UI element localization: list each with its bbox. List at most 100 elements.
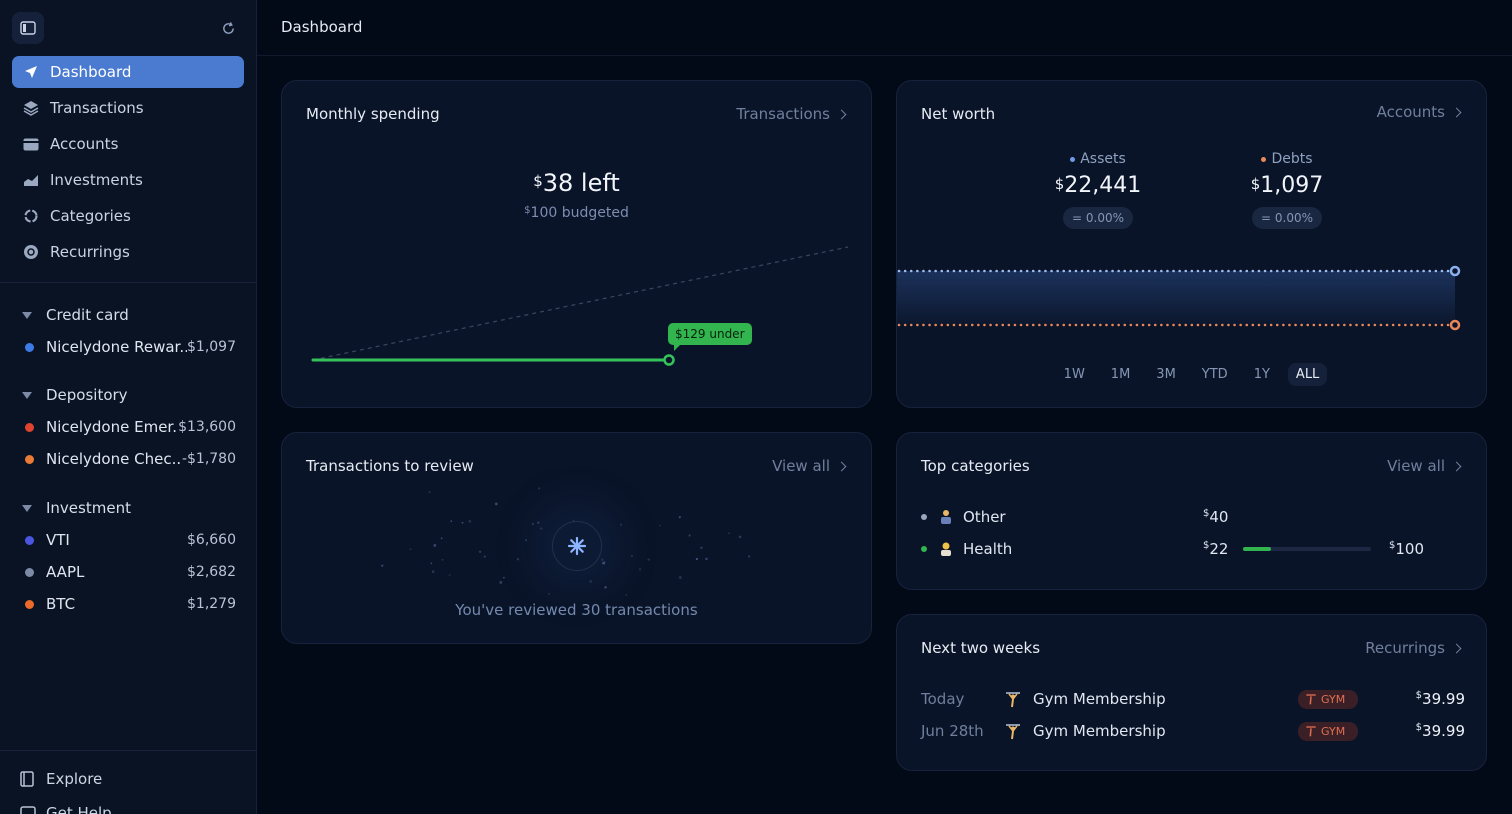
weightlifter-icon bbox=[1003, 721, 1023, 741]
link-label: Transactions bbox=[736, 105, 830, 123]
nav-transactions[interactable]: Transactions bbox=[12, 92, 244, 124]
view-all-link[interactable]: View all bbox=[1387, 457, 1462, 475]
chevron-right-icon bbox=[1451, 643, 1462, 653]
group-header[interactable]: Credit card bbox=[0, 299, 256, 331]
currency-symbol: $ bbox=[524, 205, 531, 216]
account-name: AAPL bbox=[46, 563, 85, 581]
nav-investments[interactable]: Investments bbox=[12, 164, 244, 196]
nav-categories[interactable]: Categories bbox=[12, 200, 244, 232]
card-title: Monthly spending bbox=[306, 105, 440, 123]
debts-label-text: Debts bbox=[1271, 151, 1313, 167]
recurring-row[interactable]: Today Gym Membership GYM $39.99 bbox=[921, 686, 1465, 712]
amount-value: 39.99 bbox=[1422, 722, 1465, 740]
account-row[interactable]: AAPL $2,682 bbox=[0, 556, 256, 588]
sparkle-dot bbox=[537, 521, 540, 524]
top-bar: Dashboard bbox=[257, 0, 1512, 56]
category-tag: GYM bbox=[1298, 721, 1358, 741]
sidebar-top bbox=[0, 0, 256, 56]
sparkle-dot bbox=[478, 550, 482, 554]
account-name: Nicelydone Emer... bbox=[46, 418, 179, 436]
card-icon bbox=[22, 135, 40, 153]
get-help-label: Get Help bbox=[46, 804, 112, 814]
accounts-link[interactable]: Accounts bbox=[1377, 103, 1462, 121]
nav-dashboard[interactable]: Dashboard bbox=[12, 56, 244, 88]
sparkle-dot bbox=[728, 532, 730, 535]
account-row[interactable]: Nicelydone Rewar... $1,097 bbox=[0, 331, 256, 363]
assets-label: Assets bbox=[1028, 151, 1168, 167]
range-selector: 1W 1M 3M YTD 1Y ALL bbox=[897, 363, 1486, 386]
nav-label: Investments bbox=[50, 171, 143, 189]
account-name: BTC bbox=[46, 595, 76, 613]
card-title: Top categories bbox=[921, 457, 1030, 475]
group-credit-card: Credit card Nicelydone Rewar... $1,097 bbox=[0, 299, 256, 363]
range-1w[interactable]: 1W bbox=[1063, 367, 1085, 382]
recurring-date: Today bbox=[921, 690, 965, 708]
weightlifter-icon bbox=[1306, 694, 1316, 705]
range-1y[interactable]: 1Y bbox=[1253, 367, 1270, 382]
sparkle-dot bbox=[516, 558, 520, 561]
sparkle-dot bbox=[548, 593, 550, 595]
tag-label: GYM bbox=[1321, 724, 1346, 738]
card-title: Next two weeks bbox=[921, 639, 1041, 657]
sidebar-panel-icon bbox=[20, 21, 36, 35]
refresh-button[interactable] bbox=[216, 16, 240, 40]
nav-accounts[interactable]: Accounts bbox=[12, 128, 244, 160]
sparkle-dot bbox=[440, 537, 443, 540]
recurrings-link[interactable]: Recurrings bbox=[1365, 639, 1462, 657]
group-header[interactable]: Depository bbox=[0, 379, 256, 411]
transactions-link[interactable]: Transactions bbox=[736, 105, 847, 123]
account-value: $6,660 bbox=[187, 532, 236, 548]
under-budget-badge: $129 under bbox=[668, 323, 752, 351]
account-row[interactable]: VTI $6,660 bbox=[0, 524, 256, 556]
sparkle-dot bbox=[659, 524, 661, 527]
category-row[interactable]: Health $22 $100 bbox=[921, 536, 1441, 562]
sparkle-dot bbox=[604, 586, 607, 589]
view-all-link[interactable]: View all bbox=[772, 457, 847, 475]
review-message: You've reviewed 30 transactions bbox=[455, 601, 698, 619]
category-progress-fill bbox=[1243, 547, 1272, 551]
group-title: Depository bbox=[46, 386, 128, 404]
sparkle-dot bbox=[695, 557, 699, 561]
range-all[interactable]: ALL bbox=[1287, 363, 1328, 386]
account-name: Nicelydone Rewar... bbox=[46, 338, 187, 356]
sparkle-dot bbox=[589, 580, 593, 583]
nav-recurrings[interactable]: Recurrings bbox=[12, 236, 244, 268]
range-1m[interactable]: 1M bbox=[1110, 367, 1131, 382]
sparkle-dot bbox=[678, 516, 681, 519]
weightlifter-icon bbox=[1003, 689, 1023, 709]
currency-symbol: $ bbox=[533, 172, 543, 190]
range-ytd[interactable]: YTD bbox=[1201, 367, 1228, 382]
account-row[interactable]: BTC $1,279 bbox=[0, 588, 256, 620]
account-dot bbox=[25, 567, 34, 577]
debts-label: Debts bbox=[1217, 151, 1357, 167]
review-complete-badge bbox=[552, 521, 602, 571]
assets-label-text: Assets bbox=[1080, 151, 1126, 167]
sidebar-toggle-button[interactable] bbox=[12, 12, 44, 44]
currency-symbol: $ bbox=[1054, 175, 1065, 193]
recurring-row[interactable]: Jun 28th Gym Membership GYM $39.99 bbox=[921, 718, 1465, 744]
sparkle-dot bbox=[409, 548, 412, 551]
currency-symbol: $ bbox=[1415, 722, 1423, 733]
account-value: $1,097 bbox=[187, 339, 236, 355]
sparkle-dot bbox=[441, 558, 444, 561]
chevron-down-icon bbox=[22, 504, 32, 512]
recurring-amount: $39.99 bbox=[1416, 722, 1465, 740]
range-3m[interactable]: 3M bbox=[1156, 367, 1176, 382]
account-row[interactable]: Nicelydone Chec... -$1,780 bbox=[0, 443, 256, 475]
account-name: Nicelydone Chec... bbox=[46, 450, 182, 468]
top-categories-card: Top categories View all Other $40 Health… bbox=[896, 432, 1487, 590]
refresh-icon bbox=[222, 21, 234, 34]
debts-bullet bbox=[1261, 156, 1267, 162]
amount-value: 22 bbox=[1209, 540, 1229, 558]
group-header[interactable]: Investment bbox=[0, 492, 256, 524]
account-row[interactable]: Nicelydone Emer... $13,600 bbox=[0, 411, 256, 443]
category-dot bbox=[921, 546, 927, 552]
category-row[interactable]: Other $40 bbox=[921, 504, 1441, 530]
currency-symbol: $ bbox=[1203, 540, 1210, 551]
category-budget: $100 bbox=[1389, 540, 1424, 558]
get-help-link[interactable]: Get Help bbox=[20, 801, 112, 814]
explore-link[interactable]: Explore bbox=[20, 767, 102, 791]
book-icon bbox=[20, 771, 36, 787]
sparkle-dot bbox=[499, 580, 503, 584]
sparkle-dots bbox=[381, 487, 751, 596]
